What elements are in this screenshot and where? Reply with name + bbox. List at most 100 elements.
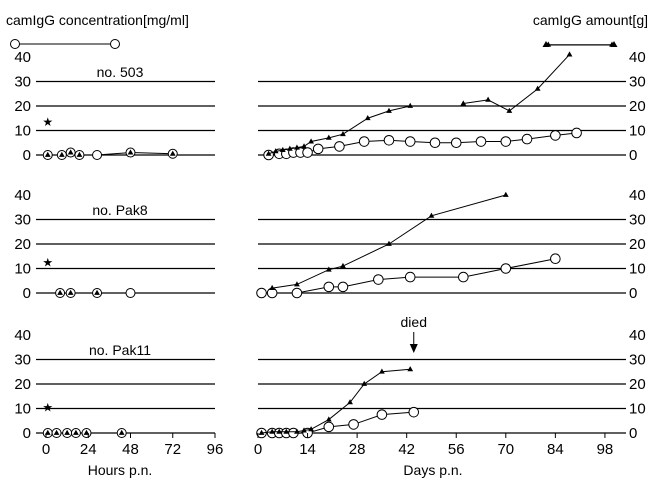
right-circle-point: [571, 127, 582, 139]
left-triangle-point: [118, 429, 125, 435]
right-triangle-point: [340, 262, 346, 268]
y-tick-label-left: 40: [14, 49, 31, 66]
right-triangle-point: [301, 427, 307, 433]
y-tick-label-right: 10: [629, 261, 646, 278]
y-tick-label-left: 20: [14, 376, 31, 393]
right-triangle-point: [502, 191, 509, 197]
right-triangle-point: [485, 96, 491, 102]
y-tick-label-right: 10: [629, 401, 646, 418]
x-tick-label-left: 0: [42, 441, 50, 458]
y-tick-label-left: 20: [14, 236, 31, 253]
right-triangle-point: [265, 150, 272, 156]
x-tick-label-right: 98: [597, 441, 614, 458]
right-circle-point: [334, 141, 345, 152]
right-circle-point: [404, 271, 416, 283]
right-triangle-point: [294, 281, 300, 287]
right-y-axis-label: camIgG amount[g]: [533, 12, 648, 28]
panel-title: no. Pak11: [89, 342, 151, 358]
right-triangle-point: [294, 428, 300, 434]
right-circle-point: [408, 406, 420, 418]
y-tick-label-left: 10: [14, 401, 31, 418]
x-tick-label-right: 0: [254, 441, 262, 458]
left-triangle-point: [53, 429, 60, 435]
annotation-died: died: [401, 314, 427, 330]
star-marker: ★: [42, 255, 53, 269]
y-tick-label-left: 30: [14, 212, 31, 229]
right-triangle-point: [340, 130, 346, 137]
y-tick-label-right: 20: [629, 376, 646, 393]
right-circle-point: [358, 136, 370, 147]
y-tick-label-left: 40: [14, 327, 31, 344]
right-triangle-point: [325, 266, 332, 272]
right-triangle-point: [269, 284, 276, 291]
right-triangle-point: [286, 145, 293, 151]
left-triangle-point: [67, 289, 74, 295]
right-triangle-point: [386, 107, 392, 113]
right-triangle-point: [506, 107, 513, 113]
x-tick-label-right: 56: [448, 441, 465, 458]
right-circle-point: [337, 281, 349, 293]
panel-2: 0 0 10 10 20 20 30 30 40 40 no. Pak8 ★: [14, 187, 645, 302]
right-circle-point: [500, 136, 512, 147]
left-x-axis-label: Hours p.n.: [88, 462, 153, 478]
panel-title: no. 503: [97, 64, 144, 80]
right-triangle-line: [261, 368, 411, 434]
right-triangle-point: [308, 426, 314, 432]
panel-title: no. Pak8: [92, 202, 147, 218]
arrow-head: [409, 344, 418, 353]
right-circle-point: [500, 263, 512, 274]
right-triangle-point: [325, 134, 332, 140]
x-tick-label-right: 28: [349, 441, 366, 458]
x-tick-label-left: 96: [207, 441, 224, 458]
right-circle-point: [323, 421, 335, 433]
right-circle-point: [348, 419, 359, 430]
panel-1: 0 0 10 10 20 20 30 30 40 40 no. 503 ★: [14, 41, 646, 164]
y-tick-label-right: 40: [629, 327, 646, 344]
right-triangle-point: [534, 85, 541, 91]
left-triangle-point: [44, 151, 51, 157]
right-circle-point: [312, 143, 324, 155]
right-triangle-point: [364, 115, 371, 121]
y-tick-label-right: 30: [629, 212, 646, 229]
y-tick-label-right: 0: [629, 285, 637, 302]
right-triangle-point: [609, 41, 615, 47]
y-tick-label-right: 10: [629, 123, 646, 140]
left-triangle-point: [64, 429, 71, 435]
right-triangle-point: [566, 51, 573, 57]
left-triangle-point: [58, 151, 65, 157]
right-circle-point: [376, 409, 388, 420]
left-triangle-point: [67, 149, 74, 155]
left-triangle-point: [169, 150, 176, 156]
y-tick-label-left: 10: [14, 123, 31, 140]
y-tick-label-left: 30: [14, 352, 31, 369]
y-tick-label-left: 30: [14, 74, 31, 91]
y-tick-label-left: 0: [23, 425, 31, 442]
right-triangle-point: [361, 380, 368, 386]
y-tick-label-right: 30: [629, 352, 646, 369]
y-tick-label-left: 0: [23, 147, 31, 164]
right-triangle-point: [325, 416, 332, 422]
right-triangle-point: [347, 399, 353, 405]
right-triangle-line: [463, 54, 570, 112]
y-tick-label-right: 40: [629, 49, 646, 66]
right-circle-point: [450, 137, 462, 149]
left-y-axis-label: camIgG concentration[mg/ml]: [6, 12, 189, 28]
right-circle-point: [383, 135, 395, 146]
right-circle-point: [291, 287, 303, 299]
legend-triangle-line: [542, 41, 618, 47]
right-circle-point: [458, 271, 469, 283]
right-circle-point: [302, 147, 313, 158]
right-triangle-point: [294, 144, 300, 150]
left-triangle-point: [127, 149, 134, 155]
right-circle-point: [404, 136, 416, 147]
right-triangle-point: [283, 428, 290, 434]
y-tick-label-left: 0: [23, 285, 31, 302]
y-tick-label-right: 0: [629, 147, 637, 164]
right-triangle-point: [269, 428, 276, 434]
right-circle-point: [550, 130, 561, 141]
right-triangle-point: [460, 100, 467, 106]
star-marker: ★: [42, 400, 53, 414]
y-tick-label-right: 30: [629, 74, 646, 91]
